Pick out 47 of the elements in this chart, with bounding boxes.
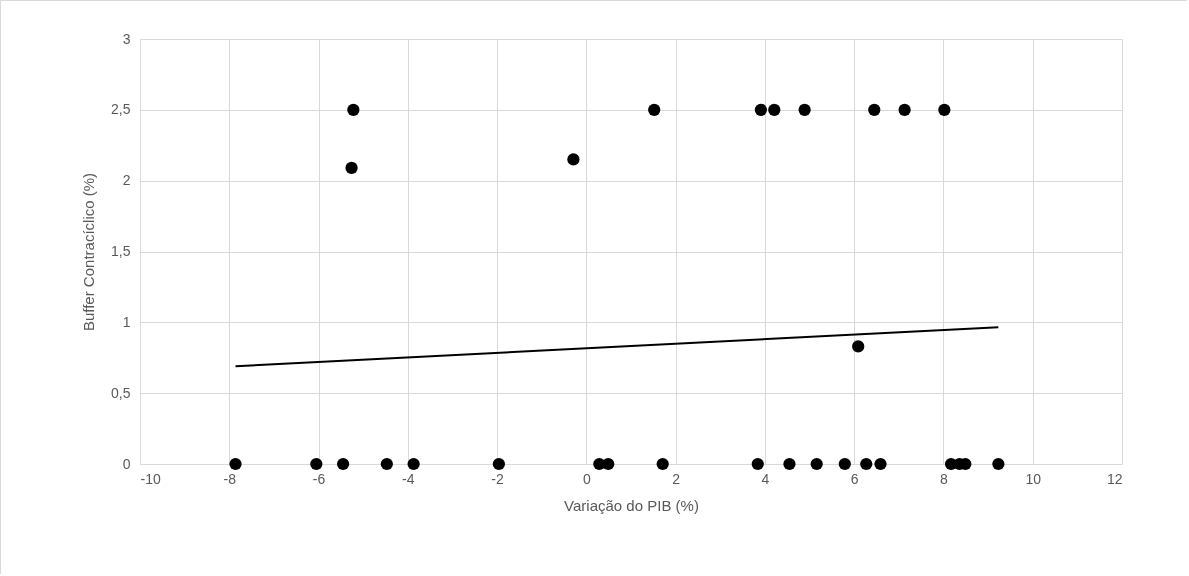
- point: [838, 457, 851, 471]
- point: [336, 457, 350, 471]
- point: [347, 103, 360, 116]
- y-tick-label: 0: [122, 455, 131, 472]
- point: [492, 457, 505, 471]
- x-tick-label: 10: [1025, 470, 1042, 487]
- point: [648, 103, 661, 116]
- point: [751, 457, 764, 471]
- y-tick-label: 3: [122, 30, 131, 47]
- x-tick-label: -8: [223, 470, 237, 487]
- y-tick-label: 2: [122, 172, 131, 189]
- x-tick-label: -2: [491, 470, 505, 487]
- point: [380, 457, 393, 471]
- point: [768, 103, 781, 116]
- point: [874, 457, 887, 471]
- point: [852, 340, 865, 353]
- point: [860, 457, 873, 471]
- y-tick-label: 0,5: [111, 384, 131, 401]
- point: [567, 153, 580, 166]
- point: [345, 161, 358, 175]
- y-axis-title: Buffer Contracíclico (%): [80, 172, 98, 332]
- x-tick-label: 2: [672, 470, 681, 487]
- point: [229, 457, 242, 471]
- y-tick-label: 1: [122, 313, 131, 330]
- point: [868, 103, 881, 116]
- x-tick-label: 0: [582, 470, 591, 487]
- point: [602, 457, 615, 471]
- point: [898, 103, 911, 116]
- point: [783, 457, 796, 471]
- point: [938, 103, 951, 116]
- point: [992, 457, 1005, 471]
- x-tick-label: 4: [761, 470, 770, 487]
- x-tick-label: 6: [850, 470, 859, 487]
- point: [798, 103, 811, 116]
- y-tick-label: 1,5: [111, 243, 131, 259]
- x-tick-label: 8: [940, 470, 949, 487]
- x-tick-label: -10: [140, 470, 161, 487]
- y-tick-label: 2,5: [111, 101, 131, 118]
- x-tick-label: -6: [312, 470, 326, 487]
- x-tick-label: 12: [1106, 470, 1123, 487]
- x-axis-title: Variação do PIB (%): [564, 496, 699, 514]
- point: [810, 457, 823, 471]
- point: [754, 103, 768, 116]
- point: [310, 457, 323, 471]
- x-tick-label: -4: [402, 470, 415, 487]
- point: [407, 457, 420, 471]
- point: [656, 457, 669, 471]
